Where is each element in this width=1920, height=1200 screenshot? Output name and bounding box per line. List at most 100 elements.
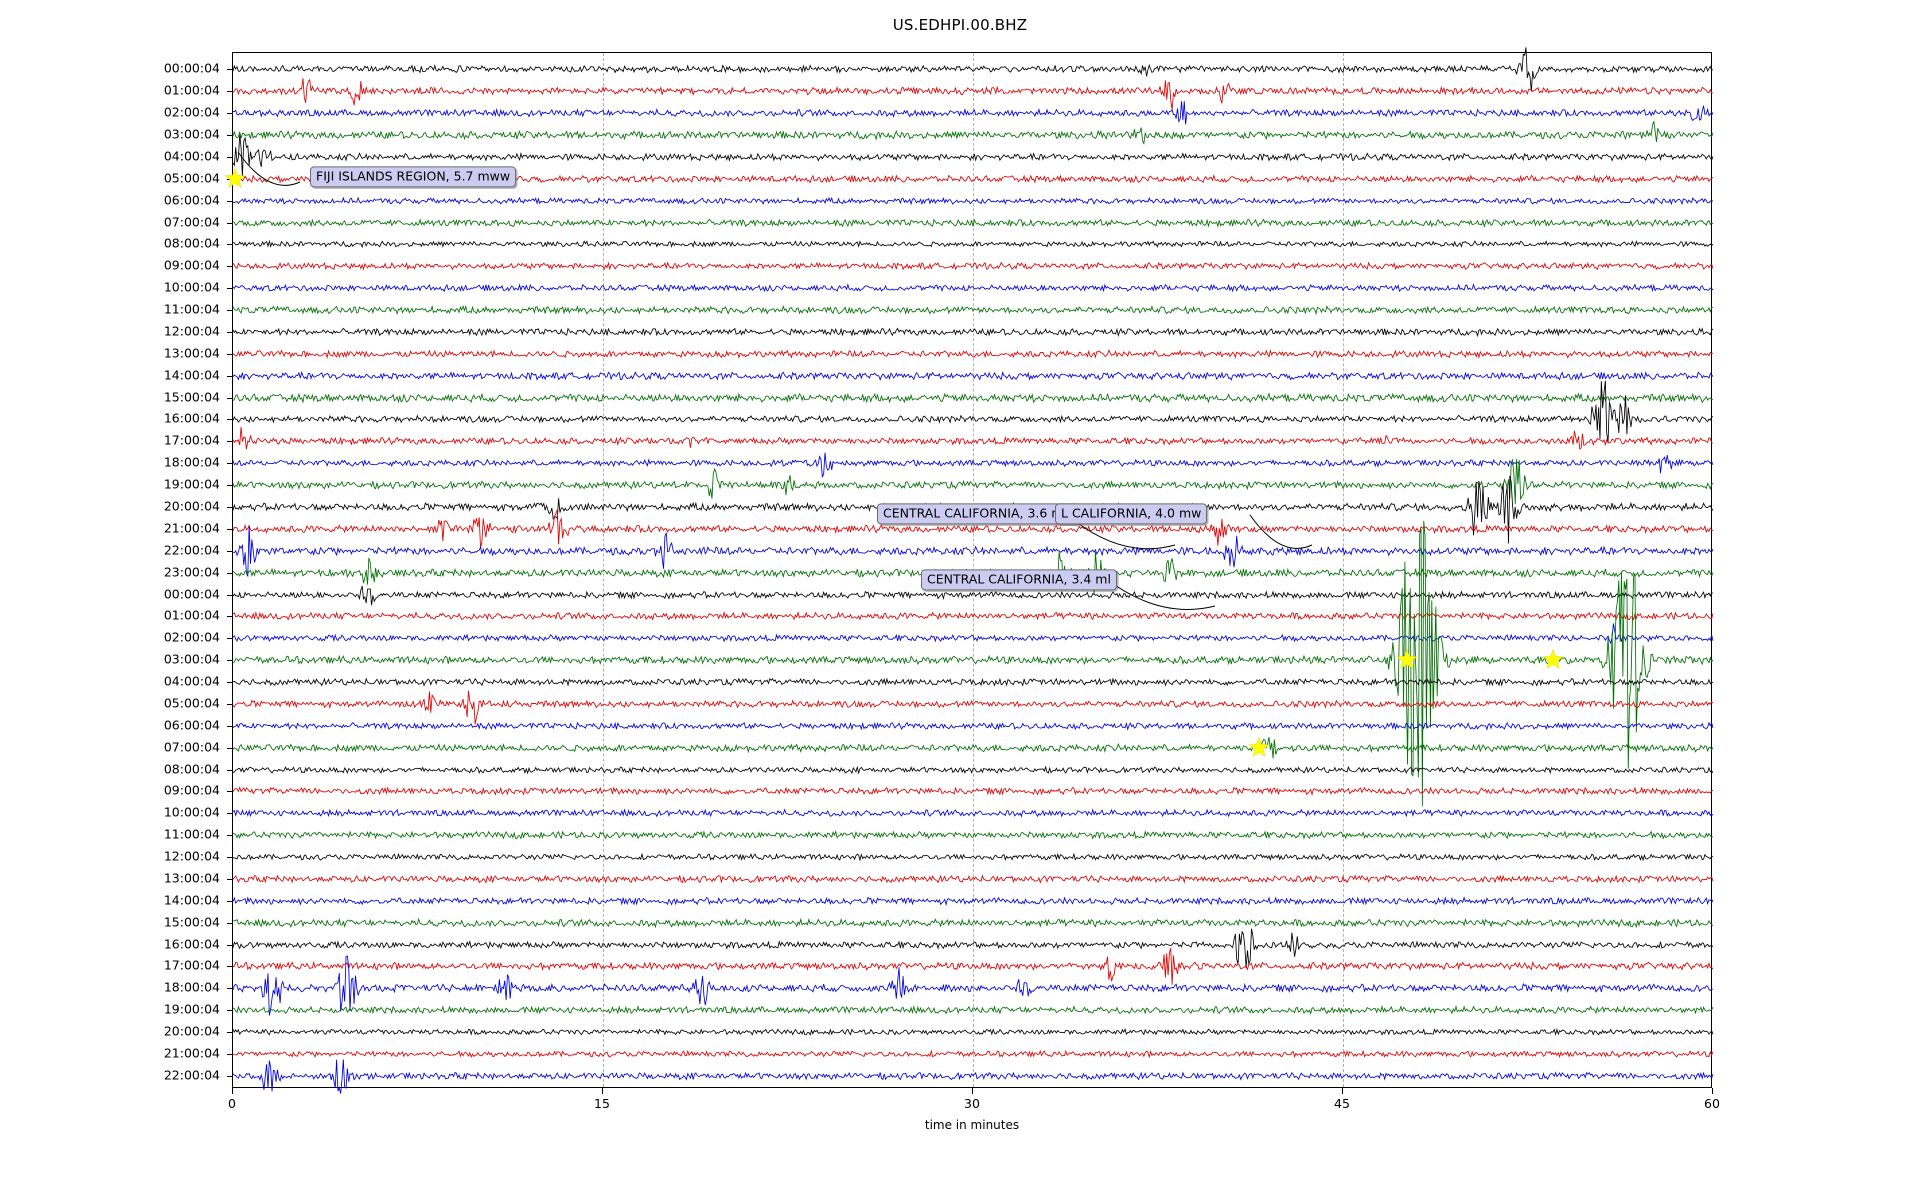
y-tick-mark [227,200,233,202]
x-axis-label: time in minutes [924,1118,1020,1132]
y-tick-mark [227,463,233,465]
y-tick-mark [227,988,233,990]
y-tick-mark [227,331,233,333]
y-tick-mark [227,113,233,115]
y-tick-mark [227,1010,233,1012]
x-tick-mark [972,1088,973,1094]
y-tick-mark [227,747,233,749]
y-tick-label: 00:00:04 [163,60,220,76]
y-tick-mark [227,616,233,618]
y-tick-label: 05:00:04 [163,170,220,186]
y-tick-label: 12:00:04 [163,323,220,339]
y-tick-mark [227,266,233,268]
y-tick-mark [227,91,233,93]
y-tick-label: 02:00:04 [163,629,220,645]
y-tick-mark [227,813,233,815]
y-tick-label: 08:00:04 [163,235,220,251]
y-tick-mark [227,310,233,312]
event-star-icon[interactable] [1396,648,1418,671]
y-tick-mark [227,397,233,399]
event-star-icon[interactable] [224,167,247,190]
y-tick-mark [227,900,233,902]
y-tick-label: 21:00:04 [163,1045,220,1061]
y-tick-mark [227,703,233,705]
event-annotation-label[interactable]: CENTRAL CALIFORNIA, 3.6 mw [877,503,1080,525]
y-tick-mark [227,1053,233,1055]
y-tick-label: 04:00:04 [163,148,220,164]
x-tick-label: 0 [228,1096,236,1111]
y-tick-label: 00:00:04 [163,586,220,602]
y-tick-mark [227,660,233,662]
y-tick-label: 12:00:04 [163,848,220,864]
y-tick-label: 19:00:04 [163,476,220,492]
y-tick-label: 10:00:04 [163,804,220,820]
y-tick-mark [227,156,233,158]
x-tick-mark [1712,1088,1713,1094]
y-tick-mark [227,1075,233,1077]
y-tick-label: 16:00:04 [163,410,220,426]
y-tick-label: 04:00:04 [163,673,220,689]
y-tick-label: 06:00:04 [163,192,220,208]
y-tick-label: 11:00:04 [163,301,220,317]
y-tick-mark [227,944,233,946]
y-tick-mark [227,638,233,640]
y-tick-mark [227,288,233,290]
event-annotation-label[interactable]: L CALIFORNIA, 4.0 mw [1055,503,1208,525]
y-tick-label: 10:00:04 [163,279,220,295]
y-tick-mark [227,528,233,530]
y-tick-label: 02:00:04 [163,104,220,120]
y-tick-mark [227,244,233,246]
y-tick-label: 08:00:04 [163,761,220,777]
y-tick-label: 13:00:04 [163,345,220,361]
y-tick-mark [227,922,233,924]
y-tick-label: 23:00:04 [163,564,220,580]
y-tick-label: 14:00:04 [163,892,220,908]
y-tick-label: 16:00:04 [163,936,220,952]
y-tick-mark [227,135,233,137]
y-tick-label: 09:00:04 [163,257,220,273]
y-tick-mark [227,835,233,837]
y-tick-mark [227,1032,233,1034]
x-tick-mark [602,1088,603,1094]
y-tick-label: 07:00:04 [163,739,220,755]
x-tick-label: 60 [1704,1096,1720,1111]
y-tick-label: 13:00:04 [163,870,220,886]
y-tick-label: 21:00:04 [163,520,220,536]
y-tick-mark [227,682,233,684]
y-tick-mark [227,375,233,377]
x-tick-label: 45 [1334,1096,1350,1111]
y-tick-label: 19:00:04 [163,1001,220,1017]
x-tick-label: 30 [964,1096,980,1111]
page-title: US.EDHPI.00.BHZ [892,16,1028,34]
y-tick-mark [227,878,233,880]
y-tick-label: 17:00:04 [163,957,220,973]
y-tick-label: 22:00:04 [163,1067,220,1083]
y-tick-label: 15:00:04 [163,914,220,930]
y-tick-label: 15:00:04 [163,389,220,405]
y-tick-mark [227,769,233,771]
event-markers-layer [224,53,1711,1087]
y-tick-label: 03:00:04 [163,126,220,142]
x-tick-mark [232,1088,233,1094]
y-tick-label: 18:00:04 [163,454,220,470]
y-tick-mark [227,419,233,421]
event-star-icon[interactable] [1248,736,1270,759]
y-tick-label: 22:00:04 [163,542,220,558]
y-tick-mark [227,572,233,574]
y-tick-mark [227,485,233,487]
y-tick-label: 14:00:04 [163,367,220,383]
y-tick-mark [227,507,233,508]
event-star-icon[interactable] [1541,648,1564,671]
y-tick-label: 20:00:04 [163,498,220,514]
y-tick-label: 06:00:04 [163,717,220,733]
y-tick-mark [227,791,233,793]
y-tick-label: 07:00:04 [163,214,220,230]
y-tick-mark [227,725,233,727]
event-annotation-label[interactable]: FIJI ISLANDS REGION, 5.7 mww [310,166,517,188]
y-tick-mark [227,966,233,968]
y-tick-label: 01:00:04 [163,607,220,623]
event-annotation-label[interactable]: CENTRAL CALIFORNIA, 3.4 ml [921,569,1117,591]
y-tick-mark [227,353,233,355]
y-tick-label: 05:00:04 [163,695,220,711]
